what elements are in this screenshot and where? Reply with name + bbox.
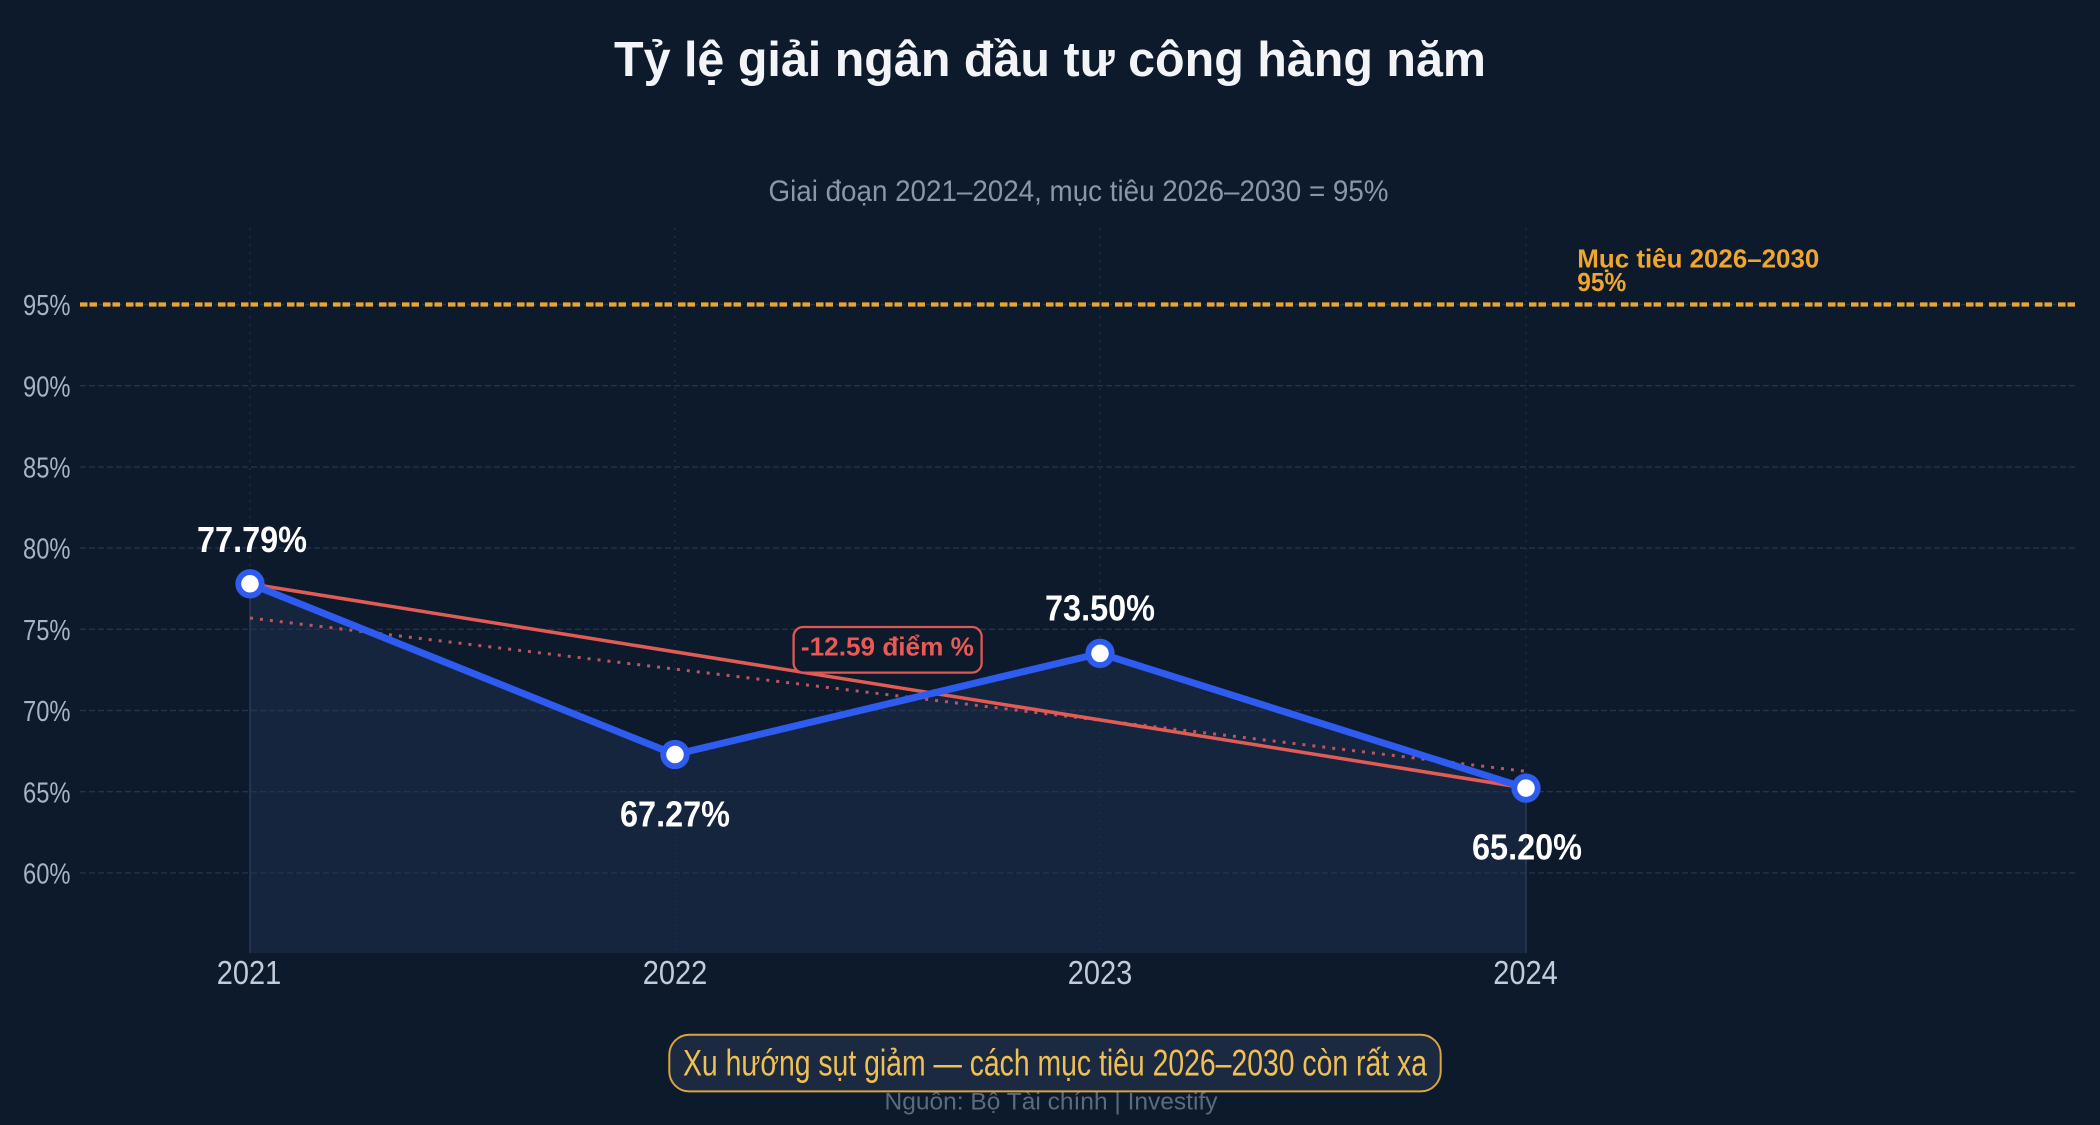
svg-text:2021: 2021 bbox=[217, 955, 282, 992]
svg-text:73.50%: 73.50% bbox=[1045, 588, 1155, 629]
svg-text:65%: 65% bbox=[23, 777, 71, 809]
svg-text:77.79%: 77.79% bbox=[197, 519, 307, 560]
svg-text:65.20%: 65.20% bbox=[1472, 827, 1582, 868]
svg-text:2024: 2024 bbox=[1493, 955, 1558, 992]
svg-text:85%: 85% bbox=[23, 453, 71, 485]
svg-text:Giai đoạn 2021–2024, mục tiêu: Giai đoạn 2021–2024, mục tiêu 2026–2030 … bbox=[769, 175, 1389, 208]
svg-text:2023: 2023 bbox=[1068, 955, 1133, 992]
svg-text:Mục tiêu 2026–2030: Mục tiêu 2026–2030 bbox=[1577, 244, 1819, 274]
svg-text:80%: 80% bbox=[23, 534, 71, 566]
svg-text:75%: 75% bbox=[23, 615, 71, 647]
svg-text:-12.59 điểm %: -12.59 điểm % bbox=[801, 632, 974, 662]
svg-text:Nguồn: Bộ Tài chính | Investif: Nguồn: Bộ Tài chính | Investify bbox=[885, 1089, 1219, 1116]
svg-text:Xu hướng sụt giảm — cách mục t: Xu hướng sụt giảm — cách mục tiêu 2026–2… bbox=[683, 1043, 1427, 1084]
svg-text:90%: 90% bbox=[23, 371, 71, 403]
svg-text:67.27%: 67.27% bbox=[620, 794, 730, 835]
svg-text:60%: 60% bbox=[23, 859, 71, 891]
svg-text:70%: 70% bbox=[23, 696, 71, 728]
svg-text:95%: 95% bbox=[1577, 267, 1626, 297]
svg-text:Tỷ lệ giải ngân đầu tư công hà: Tỷ lệ giải ngân đầu tư công hàng năm bbox=[614, 33, 1486, 87]
svg-text:95%: 95% bbox=[23, 290, 71, 322]
svg-text:2022: 2022 bbox=[643, 955, 708, 992]
